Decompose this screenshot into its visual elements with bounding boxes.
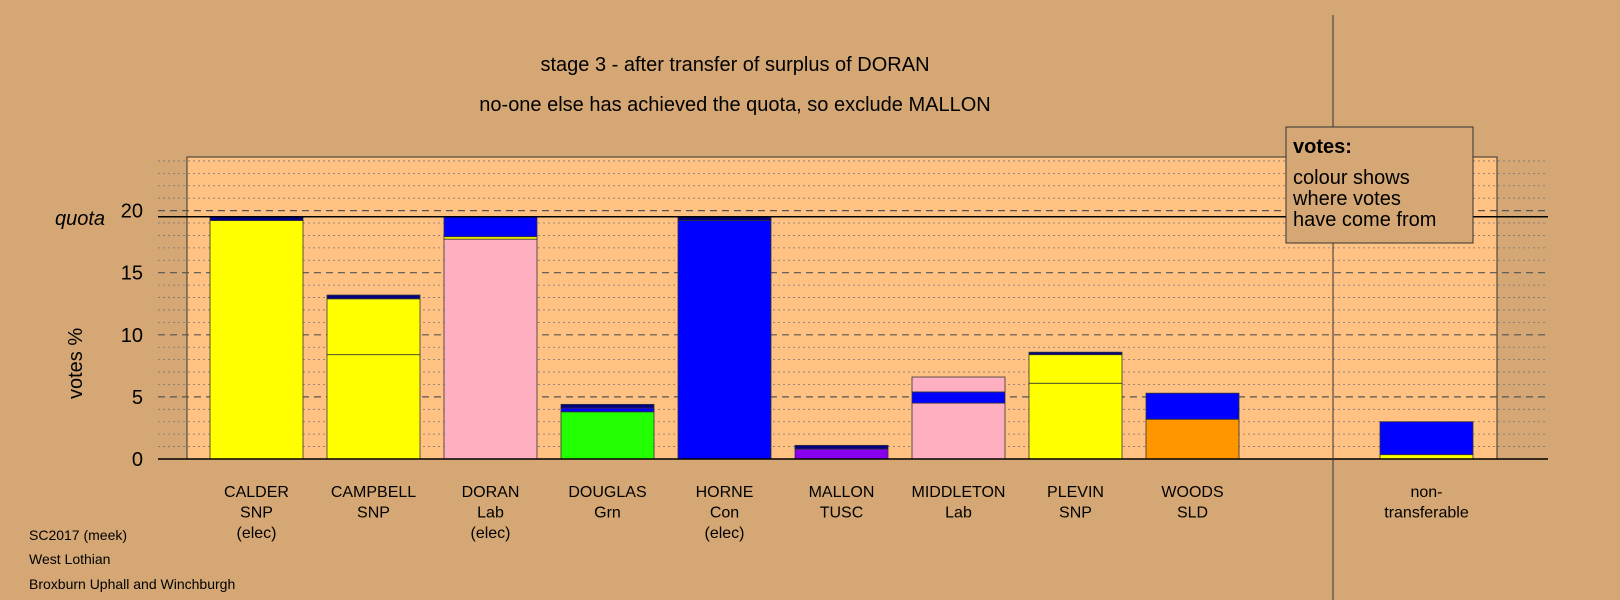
bar-calder-segment [209,220,304,460]
candidate-label-horne: HORNE [696,484,754,501]
nontransferable-label: transferable [1384,505,1469,522]
bar-mallon-segment [794,448,889,460]
bar-douglas-segment [560,407,655,413]
bar-middleton-segment [911,402,1006,460]
footer-ward: Broxburn Uphall and Winchburgh [29,576,235,592]
candidate-label-douglas: Grn [594,505,621,522]
bar-campbell-segment [326,298,421,356]
candidate-label-plevin: PLEVIN [1047,484,1104,501]
bar-middleton-segment [911,391,1006,404]
candidate-label-horne: Con [710,505,739,522]
bar-horne-segment [677,220,772,460]
bar-douglas-segment [560,403,655,409]
candidate-label-middleton: Lab [945,505,972,522]
bar-plevin-segment [1028,354,1123,384]
bars [209,216,1474,460]
y-tick-label: 15 [121,263,143,285]
candidate-label-calder: SNP [240,505,273,522]
legend-line: colour shows [1293,167,1410,189]
chart-subtitle: no-one else has achieved the quota, so e… [479,94,990,116]
candidate-label-horne: (elec) [704,525,744,542]
y-axis-label: votes % [65,328,87,399]
bar-douglas-segment [560,411,655,460]
bar-plevin-segment [1028,351,1123,356]
y-tick-label: 10 [121,325,143,347]
candidate-label-campbell: SNP [357,505,390,522]
candidate-label-plevin: SNP [1059,505,1092,522]
candidate-label-woods: SLD [1177,505,1208,522]
bar-doran-segment [443,238,538,460]
bar-doran-segment [443,216,538,238]
legend-line: have come from [1293,209,1436,231]
legend-box [1285,126,1474,244]
candidate-label-mallon: MALLON [809,484,875,501]
candidate-label-campbell: CAMPBELL [331,484,416,501]
footer-council: West Lothian [29,551,110,567]
candidate-label-calder: CALDER [224,484,289,501]
y-tick-label: 5 [132,387,143,409]
bar-plevin-segment [1028,382,1123,460]
legend-heading: votes: [1293,136,1352,158]
bar-campbell-segment [326,294,421,300]
candidate-labels: CALDER SNP (elec) CAMPBELL SNP DORAN Lab (elec)… [224,484,1469,542]
candidate-label-doran: (elec) [470,525,510,542]
bar-woods-segment [1145,418,1240,460]
legend-line: where votes [1292,188,1401,210]
candidate-label-calder: (elec) [236,525,276,542]
bar-woods-segment [1145,392,1240,420]
candidate-label-doran: Lab [477,505,504,522]
legend: votes: colour shows where votes have com… [1285,126,1474,244]
candidate-label-mallon: TUSC [820,505,864,522]
candidate-label-douglas: DOUGLAS [568,484,646,501]
bar-campbell-segment [326,354,421,460]
y-tick-label: 20 [121,201,143,223]
candidate-label-doran: DORAN [462,484,520,501]
quota-label: quota [55,208,105,230]
nontransferable-label: non- [1410,484,1442,501]
bar-middleton-segment [911,376,1006,393]
bar-mallon-segment [794,444,889,450]
footer-election: SC2017 (meek) [29,527,127,543]
candidate-label-woods: WOODS [1161,484,1223,501]
y-axis-ticks: 0 5 10 15 20 [121,201,143,471]
y-tick-label: 0 [132,449,143,471]
chart-title: stage 3 - after transfer of surplus of D… [540,54,929,76]
bar-nontransferable-segment [1379,421,1474,456]
candidate-label-middleton: MIDDLETON [912,484,1006,501]
